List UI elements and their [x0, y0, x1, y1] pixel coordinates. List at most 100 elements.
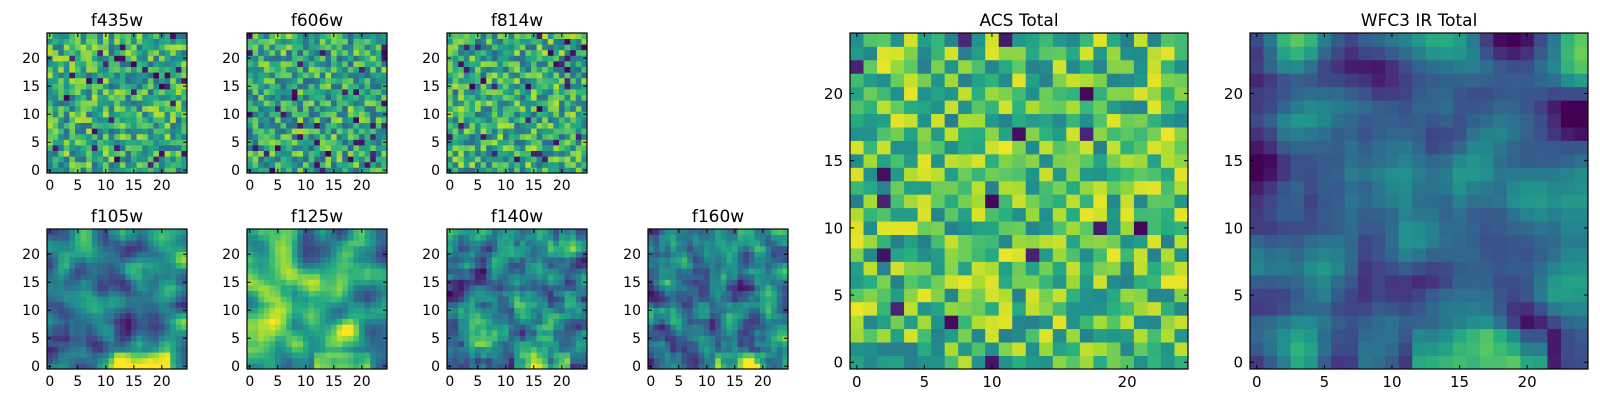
heatmap-cell	[475, 279, 481, 286]
heatmap-cell	[114, 33, 121, 39]
heatmap-cell	[319, 33, 326, 39]
heatmap-cell	[542, 145, 549, 151]
heatmap-cell	[519, 268, 526, 275]
heatmap-cell	[370, 329, 377, 336]
heatmap-cell	[754, 262, 761, 269]
heatmap-cell	[1012, 288, 1027, 303]
heatmap-cell	[275, 38, 281, 45]
heatmap-cell	[737, 245, 744, 252]
heatmap-cell	[175, 94, 182, 101]
heatmap-cell	[52, 234, 59, 241]
heatmap-cell	[314, 357, 321, 364]
heatmap-cell	[475, 335, 481, 342]
heatmap-cell	[69, 240, 76, 247]
heatmap-cell	[469, 55, 476, 62]
heatmap-cell	[86, 55, 93, 62]
heatmap-cell	[258, 257, 265, 263]
heatmap-cell	[732, 307, 738, 314]
heatmap-cell	[52, 245, 59, 252]
heatmap-cell	[103, 133, 109, 140]
heatmap-cell	[1093, 234, 1108, 249]
heatmap-cell	[69, 352, 76, 359]
heatmap-cell	[280, 111, 287, 118]
heatmap-cell	[86, 61, 93, 67]
heatmap-cell	[575, 307, 582, 314]
heatmap-cell	[904, 274, 918, 289]
heatmap-cell	[559, 133, 565, 140]
heatmap-cell	[692, 313, 699, 319]
heatmap-cell	[342, 234, 349, 241]
heatmap-cell	[280, 49, 287, 56]
heatmap-cell	[985, 261, 1000, 276]
heatmap-cell	[325, 111, 332, 118]
heatmap-cell	[275, 335, 281, 342]
heatmap-cell	[570, 273, 577, 280]
heatmap-cell	[559, 83, 565, 90]
heatmap-cell	[147, 89, 154, 95]
heatmap-cell	[958, 342, 973, 356]
heatmap-cell	[364, 279, 371, 286]
heatmap-cell	[863, 315, 878, 330]
heatmap-cell	[709, 341, 716, 347]
heatmap-cell	[998, 194, 1013, 209]
heatmap-cell	[314, 268, 321, 275]
heatmap-cell	[170, 44, 177, 51]
heatmap-cell	[136, 83, 143, 90]
heatmap-cell	[114, 352, 121, 359]
heatmap-cell	[164, 100, 171, 107]
heatmap-cell	[452, 240, 459, 247]
heatmap-cell	[1174, 301, 1189, 316]
heatmap-cell	[519, 150, 526, 157]
heatmap-cell	[364, 268, 371, 275]
heatmap-cell	[570, 307, 577, 314]
heatmap-cell	[147, 61, 154, 67]
heatmap-cell	[136, 352, 143, 359]
heatmap-cell	[692, 245, 699, 252]
heatmap-cell	[153, 77, 160, 84]
heatmap-cell	[698, 313, 705, 319]
heatmap-cell	[1039, 288, 1054, 303]
heatmap-cell	[491, 262, 498, 269]
heatmap-cell	[80, 307, 87, 314]
heatmap-cell	[275, 150, 281, 157]
heatmap-cell	[280, 363, 287, 370]
heatmap-cell	[47, 357, 53, 364]
heatmap-cell	[63, 150, 70, 157]
heatmap-cell	[692, 296, 699, 303]
heatmap-cell	[164, 262, 171, 269]
heatmap-cell	[291, 117, 298, 123]
heatmap-cell	[1174, 261, 1189, 276]
heatmap-cell	[52, 33, 59, 39]
heatmap-cell	[114, 335, 121, 342]
heatmap-cell	[748, 346, 755, 353]
heatmap-cell	[514, 240, 521, 247]
heatmap-cell	[63, 301, 70, 308]
heatmap-cell	[664, 318, 671, 325]
heatmap-cell	[58, 251, 65, 258]
heatmap-cell	[1066, 301, 1081, 316]
heatmap-cell	[1079, 207, 1094, 222]
heatmap-cell	[319, 61, 326, 67]
heatmap-cell	[1133, 207, 1148, 222]
heatmap-cell	[370, 49, 377, 56]
heatmap-cell	[525, 83, 532, 90]
heatmap-cell	[452, 346, 459, 353]
heatmap-cell	[181, 301, 188, 308]
heatmap-cell	[469, 145, 476, 151]
heatmap-cell	[47, 318, 53, 325]
heatmap-cell	[136, 324, 143, 331]
heatmap-cell	[52, 77, 59, 84]
heatmap-cell	[269, 324, 276, 331]
heatmap-cell	[103, 313, 109, 319]
heatmap-cell	[308, 240, 315, 247]
heatmap-cell	[726, 229, 733, 235]
heatmap-cell	[142, 257, 149, 263]
heatmap-cell	[486, 240, 493, 247]
heatmap-cell	[370, 133, 377, 140]
heatmap-cell	[890, 301, 905, 316]
heatmap-cell	[108, 89, 115, 95]
y-tick-label: 20	[422, 247, 440, 263]
heatmap-cell	[125, 83, 132, 90]
heatmap-cell	[370, 145, 377, 151]
heatmap-cell	[370, 89, 377, 95]
